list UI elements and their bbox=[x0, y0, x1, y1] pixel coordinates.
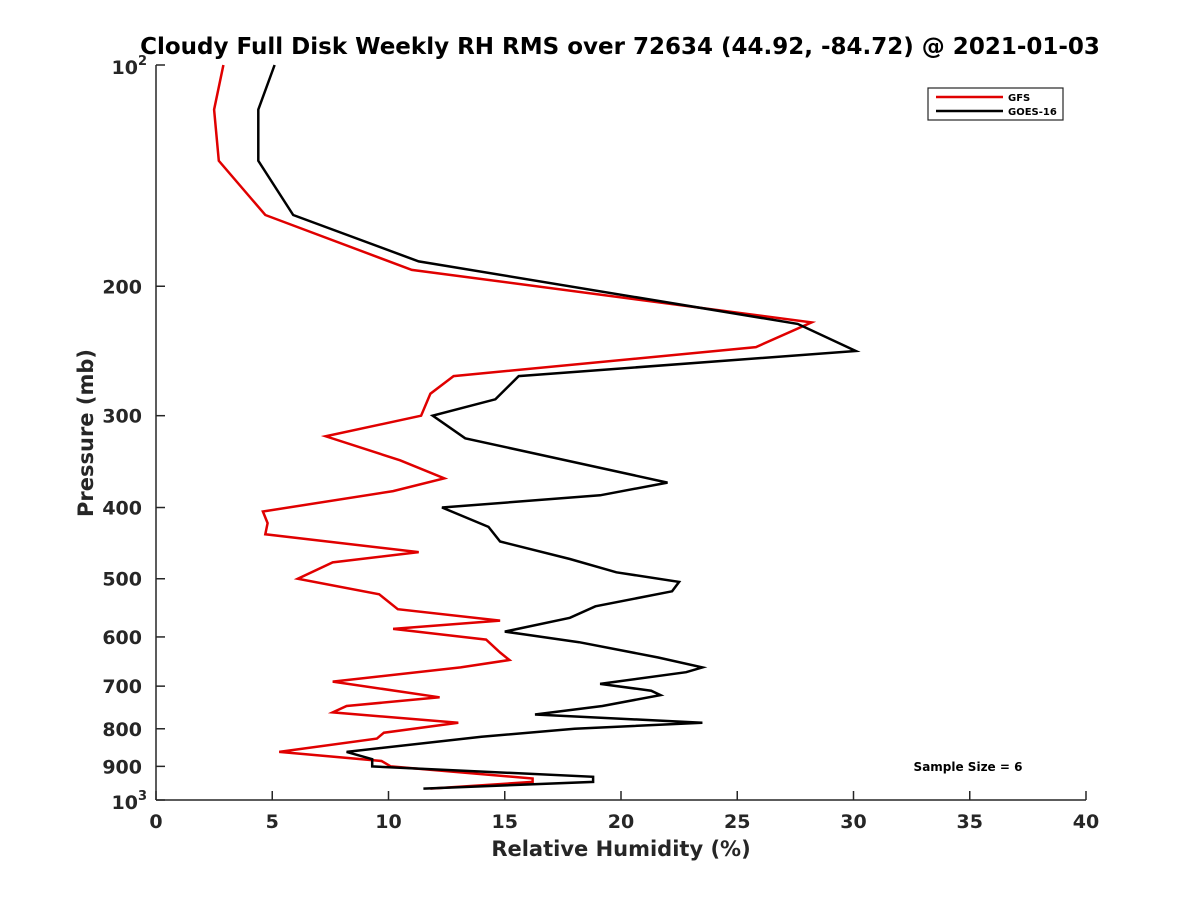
y-tick-label: 102 bbox=[112, 54, 148, 79]
x-tick-label: 10 bbox=[375, 811, 401, 833]
y-tick-label: 800 bbox=[102, 719, 142, 741]
y-tick-label: 900 bbox=[102, 756, 142, 778]
y-tick-label: 700 bbox=[102, 676, 142, 698]
y-tick-label: 600 bbox=[102, 627, 142, 649]
y-tick-label: 500 bbox=[102, 569, 142, 591]
chart-title: Cloudy Full Disk Weekly RH RMS over 7263… bbox=[140, 34, 1100, 60]
x-tick-label: 5 bbox=[266, 811, 279, 833]
x-axis-ticks: 0 5 10 15 20 25 30 35 40 bbox=[149, 791, 1099, 833]
x-tick-label: 0 bbox=[149, 811, 162, 833]
legend-label-gfs: GFS bbox=[1008, 93, 1030, 104]
y-tick-label: 300 bbox=[102, 406, 142, 428]
x-tick-label: 15 bbox=[492, 811, 518, 833]
chart-legend: GFS GOES-16 bbox=[927, 87, 1064, 121]
y-axis-ticks: 102 200 300 400 500 600 700 800 900 103 bbox=[102, 54, 165, 814]
x-axis-label: Relative Humidity (%) bbox=[491, 837, 750, 861]
y-axis-label: Pressure (mb) bbox=[74, 349, 98, 517]
y-tick-label: 103 bbox=[112, 789, 148, 814]
series-lines bbox=[212, 64, 861, 790]
y-tick-label: 200 bbox=[102, 276, 142, 298]
x-tick-label: 35 bbox=[957, 811, 983, 833]
plot-axes bbox=[155, 65, 1086, 801]
legend-label-goes16: GOES-16 bbox=[1008, 107, 1057, 118]
series-line-goes16 bbox=[257, 64, 861, 790]
x-tick-label: 25 bbox=[724, 811, 750, 833]
series-line-gfs bbox=[212, 64, 817, 790]
sample-size-annotation: Sample Size = 6 bbox=[914, 760, 1023, 774]
x-tick-label: 30 bbox=[840, 811, 866, 833]
y-tick-label: 400 bbox=[102, 498, 142, 520]
legend-box bbox=[927, 87, 1064, 121]
x-tick-label: 20 bbox=[608, 811, 634, 833]
x-tick-label: 40 bbox=[1073, 811, 1099, 833]
